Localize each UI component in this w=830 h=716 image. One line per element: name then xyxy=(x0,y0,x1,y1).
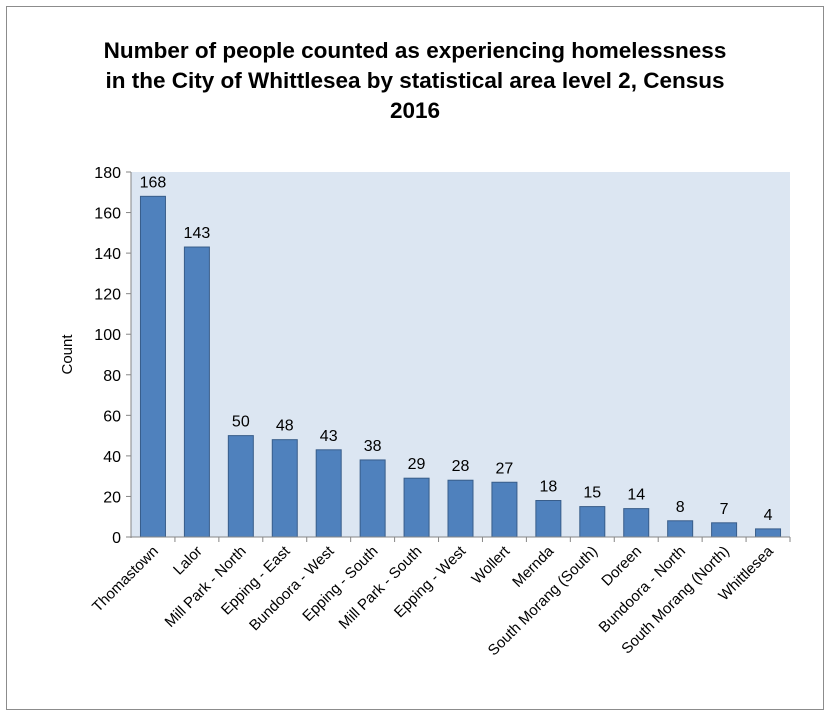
x-tick-label-5: Epping - South xyxy=(299,543,381,625)
y-tick-label-6: 120 xyxy=(94,287,121,304)
bar-12 xyxy=(667,520,694,538)
data-label-10: 15 xyxy=(583,485,601,502)
bar-8 xyxy=(491,481,518,538)
data-labels: 168 143 50 48 43 38 29 28 27 18 15 14 8 7 4 xyxy=(140,174,773,524)
bar-9 xyxy=(535,500,562,538)
data-label-9: 18 xyxy=(539,479,557,496)
y-axis-label: Count xyxy=(59,334,76,375)
bar-10 xyxy=(579,506,606,538)
chart-title-line-2: in the City of Whittlesea by statistical… xyxy=(105,68,725,93)
data-label-1: 143 xyxy=(184,225,211,242)
y-tick-label-2: 40 xyxy=(103,449,121,466)
data-label-0: 168 xyxy=(140,174,167,191)
chart-title-line-3: 2016 xyxy=(389,98,441,123)
y-tick-labels: 0 20 40 60 80 100 120 140 160 180 xyxy=(94,165,121,547)
bar-1 xyxy=(183,246,210,538)
data-label-7: 28 xyxy=(452,458,470,475)
data-label-4: 43 xyxy=(320,428,338,445)
y-tick-label-1: 20 xyxy=(103,489,121,506)
bar-3 xyxy=(271,439,298,538)
bar-2 xyxy=(227,435,254,538)
bar-5 xyxy=(359,459,386,538)
y-tick-label-8: 160 xyxy=(94,206,121,223)
bar-7 xyxy=(447,479,474,538)
axes-group xyxy=(126,171,791,542)
y-tick-label-9: 180 xyxy=(94,165,121,182)
data-label-13: 7 xyxy=(720,501,729,518)
data-label-11: 14 xyxy=(627,487,645,504)
bar-6 xyxy=(403,477,430,538)
data-label-5: 38 xyxy=(364,438,382,455)
y-tick-label-7: 140 xyxy=(94,246,121,263)
bar-0 xyxy=(139,195,166,538)
y-tick-label-0: 0 xyxy=(112,530,121,547)
bar-11 xyxy=(623,508,650,538)
chart-title: Number of people counted as experiencing… xyxy=(40,36,790,126)
data-label-8: 27 xyxy=(496,460,514,477)
bar-14 xyxy=(755,528,782,538)
x-tick-label-0: Thomastown xyxy=(89,543,162,616)
bars-group xyxy=(139,195,782,538)
y-tick-label-5: 100 xyxy=(94,327,121,344)
x-tick-label-8: Wollert xyxy=(468,542,513,587)
bar-4 xyxy=(315,449,342,538)
chart-title-line-1: Number of people counted as experiencing… xyxy=(103,38,727,63)
y-tick-label-4: 80 xyxy=(103,368,121,385)
x-tick-label-1: Lalor xyxy=(170,543,206,579)
data-label-14: 4 xyxy=(764,507,773,524)
data-label-3: 48 xyxy=(276,418,294,435)
y-tick-label-3: 60 xyxy=(103,408,121,425)
data-label-12: 8 xyxy=(676,499,685,516)
data-label-6: 29 xyxy=(408,456,426,473)
bar-13 xyxy=(711,522,738,538)
data-label-2: 50 xyxy=(232,414,250,431)
